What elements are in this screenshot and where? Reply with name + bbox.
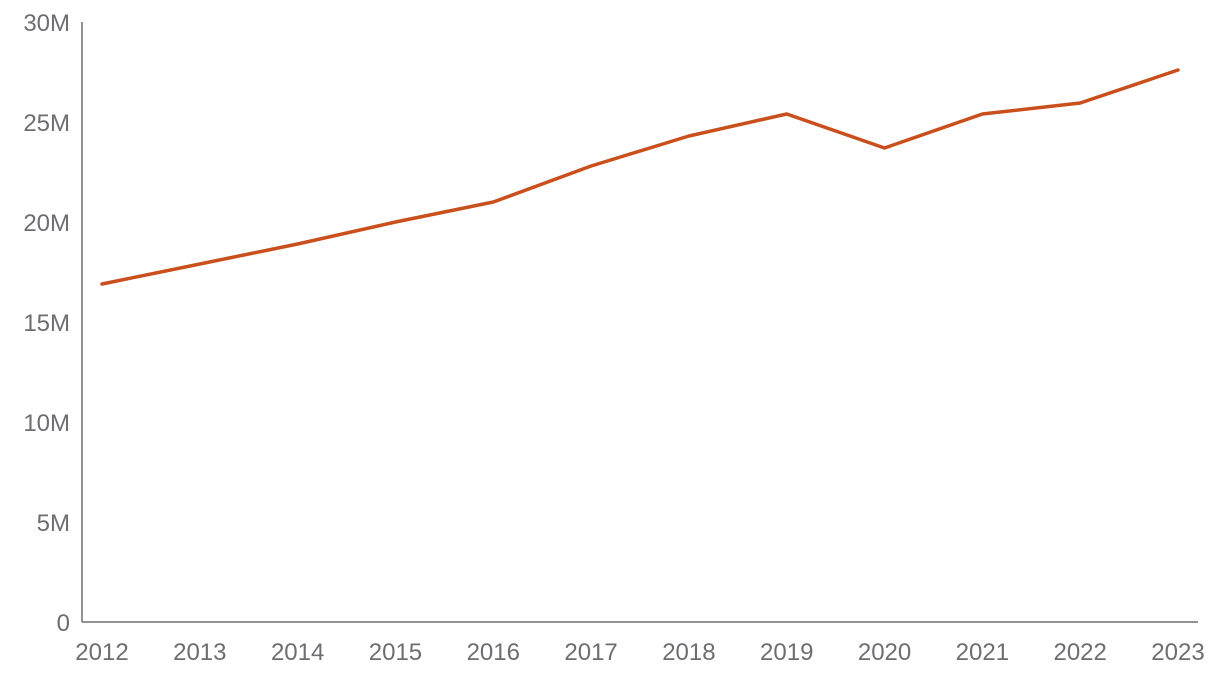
x-tick-label: 2017 bbox=[564, 639, 617, 666]
y-axis-ticks: 0 5M 10M 15M 20M 25M 30M bbox=[23, 10, 70, 637]
y-tick-label: 15M bbox=[23, 310, 70, 337]
y-tick-label: 10M bbox=[23, 410, 70, 437]
y-tick-label: 0 bbox=[57, 610, 70, 637]
y-tick-label: 20M bbox=[23, 210, 70, 237]
x-tick-label: 2015 bbox=[369, 639, 422, 666]
x-tick-label: 2022 bbox=[1053, 639, 1106, 666]
x-tick-label: 2012 bbox=[75, 639, 128, 666]
x-tick-label: 2014 bbox=[271, 639, 324, 666]
series-layer bbox=[100, 68, 1180, 286]
x-tick-label: 2018 bbox=[662, 639, 715, 666]
x-tick-label: 2013 bbox=[173, 639, 226, 666]
x-tick-label: 2016 bbox=[467, 639, 520, 666]
y-tick-label: 25M bbox=[23, 110, 70, 137]
y-tick-label: 30M bbox=[23, 10, 70, 37]
x-tick-label: 2019 bbox=[760, 639, 813, 666]
x-tick-label: 2023 bbox=[1151, 639, 1204, 666]
series-line bbox=[100, 68, 1180, 286]
y-tick-label: 5M bbox=[37, 510, 70, 537]
x-tick-label: 2020 bbox=[858, 639, 911, 666]
x-axis-ticks: 2012 2013 2014 2015 2016 2017 2018 2019 2020 2021… bbox=[75, 639, 1204, 666]
x-tick-label: 2021 bbox=[956, 639, 1009, 666]
